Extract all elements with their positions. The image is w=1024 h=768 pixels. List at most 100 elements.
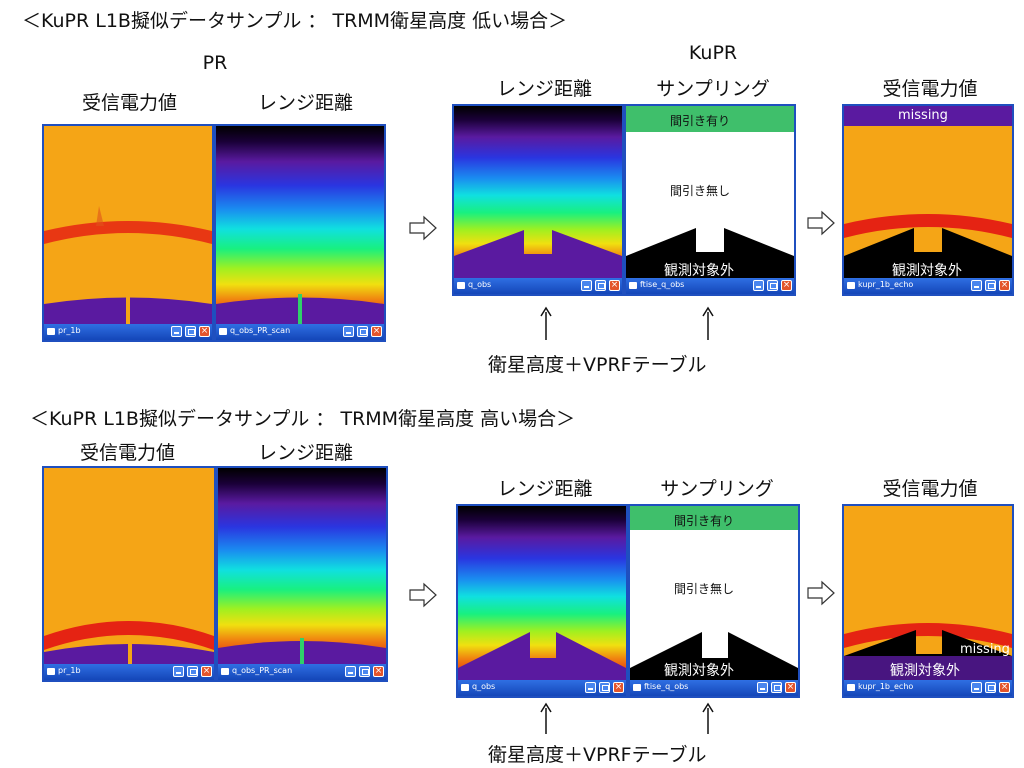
window-taskbar: q_obs ×: [458, 680, 626, 696]
kupr-range-distance-image: [454, 106, 622, 280]
maximize-button[interactable]: [985, 682, 996, 693]
close-button[interactable]: ×: [781, 280, 792, 291]
window-name: pr_1b: [58, 326, 81, 335]
window-name: pr_1b: [58, 666, 81, 675]
kupr-range-distance-window[interactable]: q_obs ×: [456, 504, 628, 698]
maximize-button[interactable]: [187, 666, 198, 677]
minimize-button[interactable]: [585, 682, 596, 693]
thinning-no-label: 間引き無し: [674, 582, 735, 596]
sampling-label: サンプリング: [660, 478, 774, 500]
received-power-label: 受信電力値: [79, 442, 175, 464]
close-button[interactable]: ×: [999, 280, 1010, 291]
close-button[interactable]: ×: [199, 326, 210, 337]
kupr-received-power-window[interactable]: missing 観測対象外 kupr_1b_echo ×: [842, 104, 1014, 296]
out-of-scope-label-2: 観測対象外: [892, 263, 962, 279]
window-name: kupr_1b_echo: [858, 280, 914, 289]
maximize-button[interactable]: [985, 280, 996, 291]
pr-label: PR: [202, 52, 228, 74]
window-icon: [219, 328, 227, 335]
window-name: ftise_q_obs: [644, 682, 689, 691]
window-name: q_obs_PR_scan: [230, 326, 291, 335]
satellite-altitude-caption: 衛星高度＋VPRFテーブル: [488, 744, 707, 766]
missing-label: missing: [960, 642, 1010, 657]
section1-heading: ＜KuPR L1B擬似データサンプル ： TRMM衛星高度 低い場合＞: [22, 10, 568, 32]
maximize-button[interactable]: [185, 326, 196, 337]
window-icon: [847, 282, 855, 289]
maximize-button[interactable]: [359, 666, 370, 677]
window-taskbar: ftise_q_obs ×: [626, 278, 794, 294]
range-distance-label-2: レンジ距離: [497, 478, 593, 500]
pr-received-power-window[interactable]: pr_1b ×: [42, 466, 216, 682]
up-arrow-icon: [702, 306, 714, 340]
received-power-image: [44, 126, 212, 326]
right-arrow-icon: [807, 210, 835, 236]
kupr-received-power-window[interactable]: missing 観測対象外 kupr_1b_echo ×: [842, 504, 1014, 698]
maximize-button[interactable]: [595, 280, 606, 291]
pr-range-distance-window[interactable]: q_obs_PR_scan ×: [216, 466, 388, 682]
out-of-scope-label: 観測対象外: [664, 263, 734, 279]
missing-label: missing: [898, 108, 948, 123]
minimize-button[interactable]: [173, 666, 184, 677]
sampling-label: サンプリング: [656, 78, 770, 100]
minimize-button[interactable]: [581, 280, 592, 291]
window-taskbar: kupr_1b_echo ×: [844, 278, 1012, 294]
maximize-button[interactable]: [771, 682, 782, 693]
minimize-button[interactable]: [171, 326, 182, 337]
range-distance-label-2: レンジ距離: [496, 78, 592, 100]
pr-range-distance-window[interactable]: q_obs_PR_scan ×: [214, 124, 386, 342]
received-power-label-2: 受信電力値: [882, 478, 978, 500]
maximize-button[interactable]: [357, 326, 368, 337]
window-name: q_obs: [472, 682, 496, 691]
window-icon: [461, 684, 469, 691]
thinning-yes-label: 間引き有り: [674, 514, 735, 528]
up-arrow-icon: [540, 702, 552, 734]
minimize-button[interactable]: [971, 682, 982, 693]
received-power-label-2: 受信電力値: [882, 78, 978, 100]
minimize-button[interactable]: [343, 326, 354, 337]
satellite-altitude-caption: 衛星高度＋VPRFテーブル: [488, 354, 707, 376]
window-taskbar: kupr_1b_echo ×: [844, 680, 1012, 696]
window-name: ftise_q_obs: [640, 280, 685, 289]
window-icon: [221, 668, 229, 675]
received-power-image: [44, 468, 214, 666]
minimize-button[interactable]: [345, 666, 356, 677]
window-taskbar: pr_1b ×: [44, 324, 212, 340]
window-name: q_obs: [468, 280, 492, 289]
pr-received-power-window[interactable]: pr_1b ×: [42, 124, 214, 342]
close-button[interactable]: ×: [999, 682, 1010, 693]
kupr-received-power-image: missing 観測対象外: [844, 106, 1012, 280]
close-button[interactable]: ×: [371, 326, 382, 337]
sampling-image: 間引き有り 間引き無し 観測対象外: [626, 106, 794, 280]
close-button[interactable]: ×: [609, 280, 620, 291]
window-icon: [629, 282, 637, 289]
sampling-image: 間引き有り 間引き無し 観測対象外: [630, 506, 798, 682]
kupr-received-power-image: missing 観測対象外: [844, 506, 1012, 682]
kupr-label: KuPR: [688, 42, 738, 64]
window-name: kupr_1b_echo: [858, 682, 914, 691]
section2-heading: ＜KuPR L1B擬似データサンプル ： TRMM衛星高度 高い場合＞: [30, 408, 576, 430]
maximize-button[interactable]: [767, 280, 778, 291]
right-arrow-icon: [807, 580, 835, 606]
window-taskbar: q_obs_PR_scan ×: [216, 324, 384, 340]
close-button[interactable]: ×: [201, 666, 212, 677]
window-taskbar: ftise_q_obs ×: [630, 680, 798, 696]
close-button[interactable]: ×: [613, 682, 624, 693]
kupr-range-distance-image: [458, 506, 626, 682]
minimize-button[interactable]: [753, 280, 764, 291]
up-arrow-icon: [540, 306, 552, 340]
kupr-sampling-window[interactable]: 間引き有り 間引き無し 観測対象外 ftise_q_obs ×: [624, 104, 796, 296]
out-of-scope-label-2: 観測対象外: [890, 663, 960, 679]
minimize-button[interactable]: [971, 280, 982, 291]
range-distance-image: [218, 468, 386, 666]
thinning-yes-label: 間引き有り: [670, 114, 731, 128]
close-button[interactable]: ×: [785, 682, 796, 693]
kupr-sampling-window[interactable]: 間引き有り 間引き無し 観測対象外 ftise_q_obs ×: [628, 504, 800, 698]
window-icon: [47, 328, 55, 335]
window-icon: [47, 668, 55, 675]
maximize-button[interactable]: [599, 682, 610, 693]
close-button[interactable]: ×: [373, 666, 384, 677]
minimize-button[interactable]: [757, 682, 768, 693]
kupr-range-distance-window[interactable]: q_obs ×: [452, 104, 624, 296]
window-icon: [457, 282, 465, 289]
thinning-no-label: 間引き無し: [670, 184, 731, 198]
